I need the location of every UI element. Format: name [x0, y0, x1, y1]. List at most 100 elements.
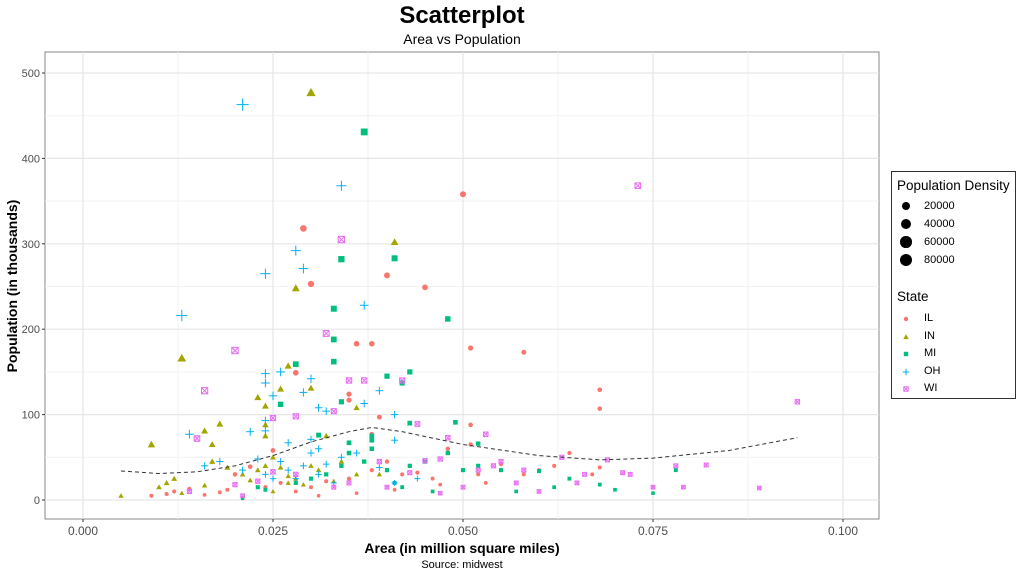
data-point-OH [307, 449, 315, 457]
legend-marker [903, 316, 909, 322]
size-key-icon [900, 236, 912, 248]
data-point-MI [453, 419, 458, 425]
legend-key-MI-icon [903, 351, 909, 357]
cross-stroke [437, 456, 443, 462]
box-stroke [794, 399, 801, 405]
size-legend-label: 40000 [924, 218, 955, 230]
data-point-MI [369, 446, 375, 452]
data-point-OH [298, 263, 309, 274]
data-point-MI [384, 468, 390, 473]
data-point-IL [476, 472, 481, 477]
cross-stroke [536, 489, 542, 494]
data-point-MI [445, 450, 450, 456]
data-point-WI [376, 458, 383, 465]
data-point-IL [300, 225, 307, 232]
data-point-OH [359, 300, 369, 310]
data-point-IL [202, 492, 207, 497]
data-point-IN [208, 441, 216, 447]
box-stroke [437, 456, 443, 462]
data-point-IN [284, 362, 292, 369]
data-point-IL [567, 450, 572, 456]
box-stroke [376, 458, 383, 465]
cross-stroke [634, 182, 641, 189]
data-point-WI [703, 462, 709, 468]
box-stroke [475, 467, 481, 473]
box-stroke [399, 377, 406, 384]
data-point-MI [475, 441, 481, 446]
y-tick-label: 400 [22, 153, 40, 165]
cross-stroke [483, 431, 489, 437]
data-point-IL [590, 472, 595, 477]
data-point-WI [399, 377, 406, 384]
box-stroke [673, 463, 679, 469]
data-point-WI [231, 346, 239, 355]
y-tick-label: 100 [22, 410, 40, 422]
data-point-WI [634, 182, 642, 190]
data-point-IL [597, 387, 603, 393]
series-IL [149, 191, 603, 498]
data-point-MI [445, 316, 451, 322]
cross-stroke [240, 493, 245, 498]
cross-stroke [201, 387, 209, 395]
box-stroke [269, 414, 277, 422]
data-point-IN [216, 420, 224, 427]
data-point-IN [270, 489, 276, 494]
data-point-OH [236, 98, 249, 111]
size-legend-label: 60000 [924, 236, 955, 248]
data-point-WI [475, 467, 481, 473]
legend-label-MI: MI [924, 347, 937, 359]
legend-key-WI-icon [903, 386, 909, 392]
cross-stroke [673, 463, 679, 469]
data-point-WI [650, 484, 656, 490]
data-point-OH [391, 479, 398, 486]
data-point-OH [284, 439, 292, 447]
data-point-WI [186, 488, 192, 495]
data-point-IN [171, 475, 178, 481]
cross-stroke [231, 347, 239, 355]
data-point-MI [673, 468, 678, 473]
box-stroke [650, 484, 656, 490]
data-point-OH [239, 466, 247, 474]
box-stroke [232, 482, 238, 488]
data-point-OH [176, 309, 188, 322]
cross-stroke [345, 377, 353, 384]
data-point-IL [369, 340, 375, 347]
data-point-WI [681, 484, 686, 490]
size-legend-label: 20000 [924, 200, 955, 212]
data-point-OH [269, 475, 277, 482]
data-point-MI [384, 373, 390, 379]
data-point-MI [407, 369, 413, 375]
box-stroke [513, 480, 519, 486]
data-point-WI [322, 330, 330, 337]
data-point-OH [300, 462, 307, 470]
data-point-MI [339, 463, 344, 469]
cross-stroke [513, 480, 519, 486]
data-point-IL [468, 422, 473, 428]
data-point-MI [360, 128, 368, 136]
cross-stroke [574, 480, 580, 486]
data-point-OH [336, 180, 347, 191]
cross-stroke [445, 435, 451, 441]
data-point-WI [240, 493, 245, 499]
data-point-IL [468, 345, 474, 351]
data-point-IN [201, 482, 208, 488]
data-point-WI [384, 484, 390, 490]
cross-stroke [270, 415, 276, 422]
x-tick-label: 0.050 [448, 524, 478, 538]
data-point-IN [270, 454, 276, 460]
data-point-OH [268, 391, 278, 400]
data-point-IL [415, 470, 420, 475]
box-stroke [582, 471, 588, 477]
data-point-IN [277, 385, 285, 392]
chart-caption: Source: midwest [421, 559, 503, 571]
data-point-WI [255, 478, 261, 484]
box-stroke [757, 485, 762, 491]
data-point-IN [261, 402, 269, 409]
data-point-IL [353, 340, 360, 347]
data-point-MI [362, 459, 367, 464]
data-point-OH [307, 435, 315, 443]
data-point-IN [156, 484, 162, 490]
data-point-IL [346, 391, 352, 397]
box-stroke [483, 431, 489, 437]
